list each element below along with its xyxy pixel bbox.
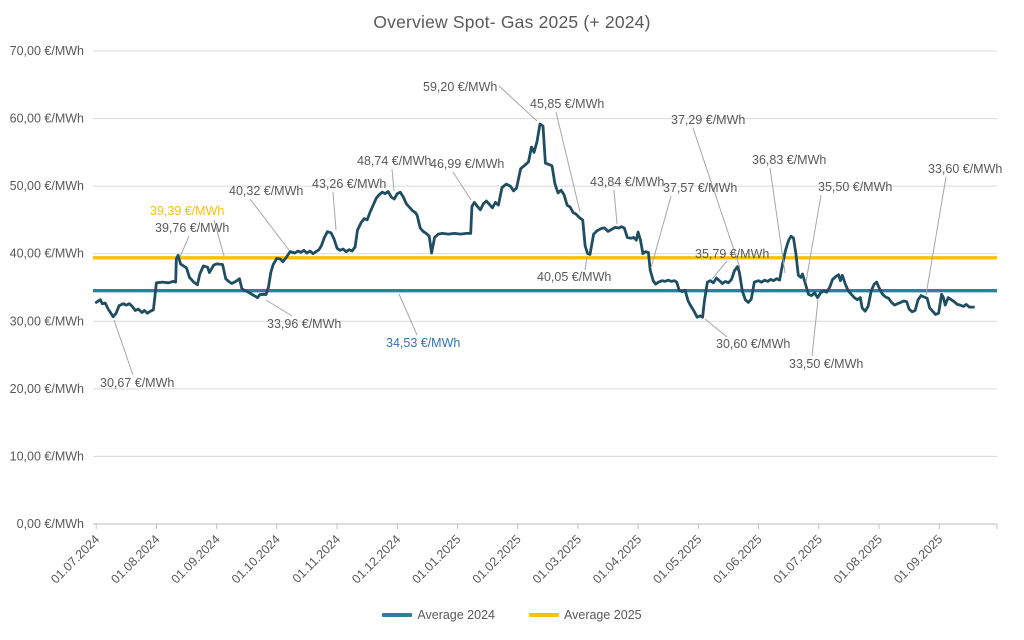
spot-price-series[interactable] — [94, 122, 975, 319]
data-label: 45,85 €/MWh — [530, 97, 604, 111]
data-label: 48,74 €/MWh — [357, 154, 431, 168]
x-axis-tick-label: 01.01.2025 — [409, 532, 463, 586]
x-axis-tick-label: 01.07.2025 — [771, 532, 825, 586]
x-axis-tick-label: 01.02.2025 — [470, 532, 524, 586]
data-label: 40,05 €/MWh — [537, 270, 611, 284]
legend-swatch-average-2024 — [382, 613, 413, 617]
data-label: 39,39 €/MWh — [150, 204, 224, 218]
annotation-leader-line — [113, 319, 134, 376]
x-axis-tick-label: 01.08.2024 — [108, 532, 162, 586]
x-axis-tick-label: 01.03.2025 — [530, 532, 584, 586]
data-label: 59,20 €/MWh — [423, 80, 497, 94]
annotation-leader-line — [769, 167, 786, 274]
chart-legend: Average 2024 Average 2025 — [0, 608, 1024, 622]
annotation-leader-line — [925, 176, 947, 296]
annotation-leader-line — [265, 299, 293, 317]
data-label: 30,67 €/MWh — [100, 376, 174, 390]
annotation-leader-line — [555, 111, 581, 213]
annotation-leader-line — [613, 189, 618, 225]
data-label: 33,60 €/MWh — [928, 162, 1002, 176]
annotation-leader-line — [249, 198, 290, 251]
data-label: 37,57 €/MWh — [663, 181, 737, 195]
x-axis-tick-label: 01.09.2025 — [891, 532, 945, 586]
data-label: 35,79 €/MWh — [695, 247, 769, 261]
annotation-leader-line — [650, 195, 672, 269]
annotation-leader-line — [391, 168, 395, 192]
annotation-leader-line — [692, 127, 741, 269]
annotation-leader-line — [452, 171, 472, 201]
data-label: 36,83 €/MWh — [752, 153, 826, 167]
y-axis-tick-label: 70,00 €/MWh — [10, 44, 84, 58]
y-axis-tick-label: 10,00 €/MWh — [10, 449, 84, 463]
data-label: 33,96 €/MWh — [267, 317, 341, 331]
annotation-leader-line — [805, 194, 822, 283]
legend-label-average-2025: Average 2025 — [564, 608, 642, 622]
data-label: 34,53 €/MWh — [386, 336, 460, 350]
annotation-leader-line — [179, 235, 190, 258]
data-label: 33,50 €/MWh — [789, 357, 863, 371]
annotation-leader-line — [398, 293, 418, 336]
y-axis-tick-label: 20,00 €/MWh — [10, 382, 84, 396]
x-axis-tick-label: 01.08.2025 — [831, 532, 885, 586]
annotation-leader-line — [811, 299, 819, 357]
x-axis-tick-label: 01.05.2025 — [650, 532, 704, 586]
y-axis-tick-label: 30,00 €/MWh — [10, 314, 84, 328]
annotation-leader-line — [498, 85, 538, 122]
x-axis-tick-label: 01.04.2025 — [590, 532, 644, 586]
x-axis-tick-label: 01.07.2024 — [48, 532, 102, 586]
data-label: 43,26 €/MWh — [312, 177, 386, 191]
y-axis-tick-label: 50,00 €/MWh — [10, 179, 84, 193]
data-label: 35,50 €/MWh — [818, 180, 892, 194]
data-label: 39,76 €/MWh — [155, 221, 229, 235]
data-label: 40,32 €/MWh — [229, 184, 303, 198]
chart-title: Overview Spot- Gas 2025 (+ 2024) — [373, 12, 651, 32]
x-axis-tick-label: 01.12.2024 — [349, 532, 403, 586]
y-axis-tick-label: 60,00 €/MWh — [10, 112, 84, 126]
x-axis-tick-label: 01.09.2024 — [169, 532, 223, 586]
legend-item-average-2025[interactable]: Average 2025 — [529, 608, 642, 622]
data-label: 37,29 €/MWh — [671, 113, 745, 127]
y-axis-tick-label: 40,00 €/MWh — [10, 247, 84, 261]
y-axis-tick-label: 0,00 €/MWh — [17, 517, 84, 531]
x-axis-tick-label: 01.11.2024 — [290, 532, 344, 586]
legend-label-average-2024: Average 2024 — [417, 608, 495, 622]
data-label: 43,84 €/MWh — [590, 175, 664, 189]
annotation-leader-line — [332, 191, 337, 231]
annotation-leader-line — [711, 260, 728, 280]
annotation-leader-line — [213, 219, 225, 257]
legend-swatch-average-2025 — [529, 613, 559, 617]
data-label: 30,60 €/MWh — [716, 337, 790, 351]
data-label: 46,99 €/MWh — [430, 157, 504, 171]
annotation-leader-line — [584, 256, 588, 271]
x-axis-tick-label: 01.10.2024 — [229, 532, 283, 586]
x-axis-tick-label: 01.06.2025 — [711, 532, 765, 586]
annotation-leader-line — [704, 318, 728, 338]
legend-item-average-2024[interactable]: Average 2024 — [382, 608, 495, 622]
